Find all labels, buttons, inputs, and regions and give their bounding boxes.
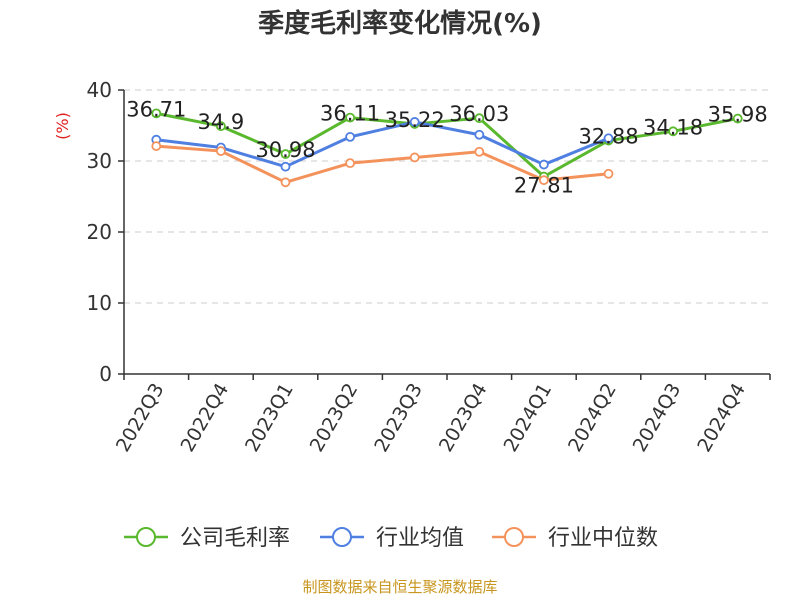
data-point: [539, 175, 549, 186]
y-tick-label: 20: [87, 220, 112, 244]
y-tick-label: 10: [87, 291, 112, 315]
legend-marker: [504, 527, 524, 547]
x-tick-label: 2024Q2: [564, 380, 621, 456]
legend: 公司毛利率 行业均值 行业中位数: [124, 526, 658, 551]
data-label: 36.71: [126, 97, 186, 121]
data-point: [603, 133, 614, 144]
series-line: [156, 120, 610, 169]
data-label: 35.98: [708, 103, 768, 127]
x-tick-label: 2022Q3: [112, 380, 169, 456]
data-point: [151, 108, 162, 119]
x-tick-label: 2024Q3: [629, 380, 686, 456]
data-point: [474, 113, 485, 124]
y-tick-label: 0: [99, 362, 112, 386]
legend-marker: [136, 527, 156, 547]
data-label: 32.88: [578, 125, 638, 149]
y-tick-label: 40: [87, 78, 112, 102]
data-label: 30.98: [255, 138, 315, 162]
data-point: [474, 146, 485, 157]
legend-label: 公司毛利率: [180, 526, 290, 551]
y-axis-label: (%): [53, 112, 72, 140]
source-note: 制图数据来自恒生聚源数据库: [302, 578, 497, 596]
x-tick-label: 2022Q4: [176, 380, 233, 456]
series-group: [151, 141, 614, 188]
legend-marker: [332, 527, 352, 547]
data-point: [539, 159, 549, 170]
data-point: [345, 158, 356, 169]
data-label: 34.18: [643, 115, 703, 139]
data-point: [280, 149, 291, 159]
data-label: 35.22: [385, 108, 445, 132]
x-tick-label: 2023Q3: [370, 380, 427, 456]
x-tick-label: 2024Q4: [693, 380, 750, 456]
series-lines: [151, 108, 743, 188]
x-tick-label: 2023Q4: [435, 380, 492, 456]
data-point: [151, 141, 162, 151]
data-point: [215, 146, 226, 156]
x-tick-label: 2023Q1: [241, 380, 298, 456]
data-point: [668, 126, 678, 137]
data-point: [409, 117, 420, 127]
data-label: 36.03: [449, 102, 509, 126]
data-point: [345, 131, 356, 142]
legend-label: 行业均值: [376, 526, 464, 551]
data-label: 36.11: [320, 102, 380, 126]
series-line: [156, 111, 738, 179]
chart-title: 季度毛利率变化情况(%): [258, 8, 542, 39]
data-point: [280, 177, 291, 188]
data-label: 34.9: [198, 110, 245, 134]
data-label: 27.81: [514, 174, 574, 198]
y-tick-label: 30: [87, 149, 112, 173]
x-tick-label: 2023Q2: [306, 380, 363, 456]
data-point: [474, 129, 485, 140]
data-point: [732, 113, 743, 124]
series-line: [156, 144, 609, 184]
data-point: [409, 152, 420, 163]
data-point: [345, 112, 356, 123]
data-point: [280, 161, 291, 172]
data-point: [215, 121, 226, 132]
legend-label: 行业中位数: [548, 526, 658, 551]
grid-lines: [124, 89, 770, 304]
x-tick-label: 2024Q1: [499, 380, 556, 456]
data-point: [603, 168, 614, 179]
